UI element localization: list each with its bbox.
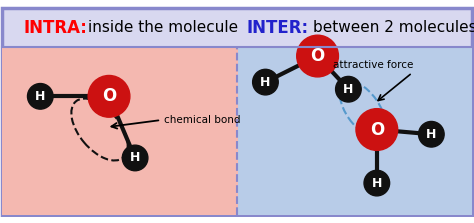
Text: attractive force: attractive force xyxy=(333,60,413,70)
Circle shape xyxy=(356,109,398,150)
Text: O: O xyxy=(370,120,384,138)
Bar xyxy=(2,47,238,215)
FancyBboxPatch shape xyxy=(2,8,472,215)
Text: INTRA:: INTRA: xyxy=(24,19,88,37)
Text: H: H xyxy=(260,76,271,89)
Circle shape xyxy=(122,145,148,171)
Text: H: H xyxy=(343,83,354,96)
Text: H: H xyxy=(426,128,437,141)
Circle shape xyxy=(419,122,444,147)
Text: O: O xyxy=(310,47,325,65)
Circle shape xyxy=(364,170,390,196)
Text: chemical bond: chemical bond xyxy=(164,115,240,125)
Circle shape xyxy=(88,75,130,117)
Text: INTER:: INTER: xyxy=(246,19,309,37)
Text: H: H xyxy=(130,151,140,164)
Circle shape xyxy=(336,76,361,102)
Text: H: H xyxy=(35,90,46,103)
Text: inside the molecule: inside the molecule xyxy=(88,20,238,35)
Circle shape xyxy=(27,84,53,109)
Circle shape xyxy=(297,35,338,77)
Circle shape xyxy=(253,69,278,95)
Text: between 2 molecules: between 2 molecules xyxy=(313,20,474,35)
Text: O: O xyxy=(102,87,116,105)
Text: H: H xyxy=(372,177,382,190)
Bar xyxy=(238,47,472,215)
